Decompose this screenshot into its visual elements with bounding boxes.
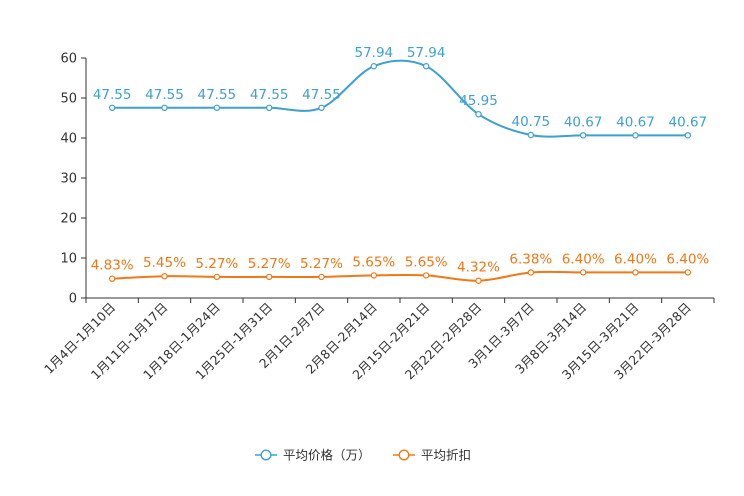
legend-item-2[interactable]: 平均折扣	[393, 448, 471, 463]
series-1-point	[684, 132, 692, 139]
series-1-data-label: 57.94	[407, 45, 446, 61]
y-tick-label: 30	[60, 172, 77, 187]
y-tick-label: 10	[60, 252, 77, 267]
series-1-point	[108, 104, 116, 112]
series-2-data-label: 5.65%	[405, 254, 448, 270]
series-2-point	[265, 273, 273, 281]
data-labels: 47.55 47.55 47.55 47.55 47.55 57.94 57.94 45.95…	[91, 45, 710, 275]
series-layer	[108, 59, 692, 284]
series-1-point	[475, 110, 482, 118]
legend-circle-icon	[260, 449, 272, 461]
legend-circle-icon	[398, 449, 410, 461]
series-2-point	[108, 275, 116, 282]
series-2-data-label: 5.45%	[143, 255, 186, 271]
series-2-data-label: 5.27%	[195, 256, 238, 272]
series-1-point	[213, 104, 221, 112]
series-2-point	[213, 273, 221, 281]
series-1-data-label: 47.55	[93, 87, 132, 103]
series-1-point	[632, 132, 639, 139]
series-2-point	[370, 272, 378, 279]
series-2-data-label: 6.40%	[666, 251, 709, 267]
y-tick-label: 40	[60, 132, 77, 147]
series-1-point	[161, 104, 168, 112]
series-1-data-label: 47.55	[198, 87, 237, 103]
y-tick-label: 60	[60, 52, 77, 67]
series-2-data-label: 6.38%	[509, 251, 552, 267]
legend-item-1[interactable]: 平均价格（万）	[255, 448, 371, 463]
series-1-data-label: 57.94	[355, 45, 394, 61]
series-2-data-label: 4.32%	[457, 260, 500, 276]
axes: 01020304050601月4日-1月10日1月11日-1月17日1月18日-…	[41, 52, 715, 382]
legend-label: 平均价格（万）	[283, 448, 371, 463]
series-line-2	[112, 270, 688, 282]
series-2-point	[632, 269, 639, 276]
series-2-point	[161, 273, 168, 280]
series-2-point	[318, 273, 325, 281]
series-2-point	[527, 269, 535, 276]
series-1-point	[318, 104, 325, 112]
series-2-point	[684, 269, 692, 276]
series-2-data-label: 4.83%	[91, 258, 134, 274]
series-1-data-label: 47.55	[145, 87, 184, 103]
series-1-data-label: 40.75	[512, 114, 551, 130]
legend[interactable]: 平均价格（万） 平均折扣	[255, 448, 471, 463]
y-tick-label: 0	[69, 292, 77, 307]
series-1-point	[579, 132, 587, 139]
y-tick-label: 50	[60, 92, 77, 107]
series-1-data-label: 40.67	[616, 114, 655, 130]
y-tick-label: 20	[60, 212, 77, 227]
series-1-point	[265, 104, 273, 112]
series-2-data-label: 6.40%	[562, 251, 605, 267]
series-1-point	[422, 63, 430, 70]
series-1-data-label: 40.67	[564, 114, 603, 130]
series-1-point	[370, 63, 378, 70]
series-1-data-label: 45.95	[459, 93, 498, 109]
series-1-point	[527, 131, 535, 139]
series-2-data-label: 5.27%	[248, 256, 291, 272]
series-2-point	[579, 269, 587, 276]
series-1-data-label: 47.55	[250, 87, 289, 103]
series-2-data-label: 5.27%	[300, 256, 343, 272]
series-2-data-label: 5.65%	[352, 254, 395, 270]
series-2-point	[422, 272, 430, 279]
series-1-data-label: 40.67	[669, 114, 708, 130]
series-2-data-label: 6.40%	[614, 251, 657, 267]
series-1-data-label: 47.55	[302, 87, 341, 103]
series-2-point	[475, 277, 482, 284]
legend-label: 平均折扣	[421, 448, 471, 463]
